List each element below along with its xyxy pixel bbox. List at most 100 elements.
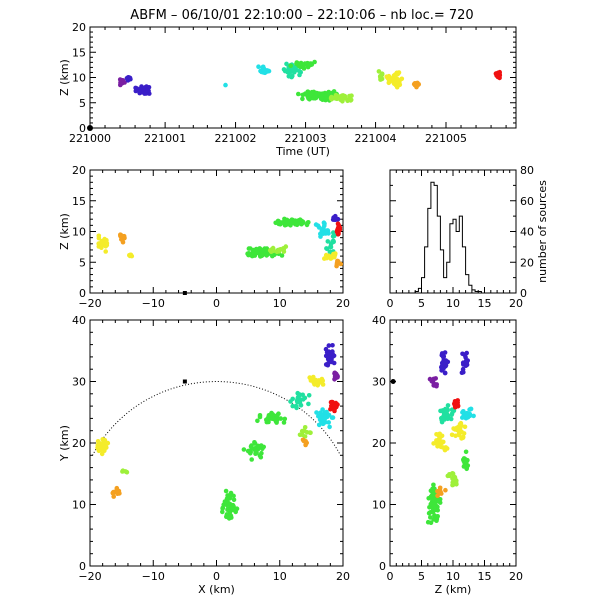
xy-point (295, 399, 300, 405)
time-height-point (288, 63, 294, 69)
xz-point (128, 252, 133, 258)
xy-point (278, 416, 284, 421)
zy-point (429, 489, 435, 494)
zy-point (460, 351, 465, 357)
histogram-panel-xtick-label: 5 (418, 297, 425, 310)
xy-point (246, 449, 251, 454)
xy-point (225, 500, 231, 505)
xz-point (279, 253, 285, 258)
zy-point (460, 366, 466, 372)
time-height-marker (87, 125, 93, 131)
xz-point (289, 220, 295, 226)
zy-point (439, 351, 445, 356)
histogram-panel-xtick-label: 0 (387, 297, 394, 310)
time-height-point (394, 70, 400, 76)
zy-point (463, 363, 469, 368)
time-height-point (497, 75, 502, 81)
xy-point (332, 377, 337, 382)
xy-point (331, 353, 337, 359)
xy-point (302, 425, 308, 430)
xy-point (269, 410, 274, 416)
xz-point (321, 226, 326, 231)
zy-panel-xtick-label: 15 (478, 570, 492, 583)
xy-point (249, 446, 254, 451)
xz-point (324, 246, 329, 251)
xy-point (316, 378, 322, 383)
zy-point (452, 475, 458, 480)
zy-point (464, 350, 470, 356)
zy-marker (390, 379, 396, 384)
time-height-point (497, 69, 503, 75)
time-height-point (329, 94, 334, 100)
xz-point (294, 222, 300, 228)
xy-point (253, 451, 258, 457)
zy-point (442, 370, 448, 376)
xz-point (259, 253, 265, 258)
zy-point (431, 441, 436, 446)
xy-point (332, 370, 338, 376)
time-height-point (324, 91, 329, 96)
zy-point (463, 449, 469, 455)
xy-point (120, 469, 125, 474)
time-height-point (395, 76, 400, 82)
xy-point (308, 378, 314, 383)
time-height-point (305, 89, 311, 94)
time-height-point (294, 61, 299, 66)
xz-panel-ytick-label: 15 (72, 195, 86, 208)
xy-point (326, 420, 332, 425)
xy-point (320, 407, 325, 412)
time-height-panel-xtick-label: 221000 (69, 132, 111, 145)
xz-panel-ylabel: Z (km) (58, 213, 71, 250)
time-height-panel-xtick-label: 221001 (144, 132, 186, 145)
xz-panel-frame (89, 169, 344, 294)
xy-point (326, 412, 332, 418)
zy-point (431, 482, 436, 488)
zy-point (453, 400, 459, 406)
xy-panel-xtick-label: 20 (336, 570, 350, 583)
xz-panel-ytick-label: 10 (72, 226, 86, 239)
time-height-point (300, 96, 305, 102)
xz-point (316, 225, 322, 230)
xy-panel-ylabel: Y (km) (58, 425, 71, 462)
time-height-panel-ylabel: Z (km) (58, 59, 71, 96)
time-height-point (296, 68, 302, 74)
xy-point (320, 382, 326, 387)
xz-panel-xtick-label: 10 (273, 297, 287, 310)
histogram-panel-ytick-label: 40 (520, 226, 534, 239)
time-height-point (390, 77, 395, 83)
xy-point (228, 491, 234, 497)
zy-point (461, 431, 467, 436)
xy-point (111, 494, 116, 499)
xy-panel-ytick-label: 10 (72, 499, 86, 512)
zy-point (460, 415, 465, 420)
time-height-point (298, 63, 303, 68)
zy-point (445, 473, 451, 479)
time-height-point (300, 92, 306, 98)
xz-point (335, 259, 341, 264)
time-height-point (296, 91, 301, 97)
time-height-panel-ytick-label: 20 (72, 21, 86, 34)
xz-point (271, 248, 277, 254)
xy-point (249, 457, 254, 462)
xz-point (253, 246, 259, 252)
histogram-panel-ytick-label: 20 (520, 256, 534, 269)
time-height-point (127, 75, 133, 81)
zy-panel-ytick-label: 10 (372, 499, 386, 512)
xz-point (264, 252, 270, 257)
xz-point (276, 249, 282, 254)
xy-point (223, 488, 229, 494)
xz-point (245, 251, 250, 256)
time-height-panel-ytick-label: 15 (72, 46, 86, 59)
histogram-panel-ylabel: number of sources (536, 180, 549, 283)
time-height-point (260, 64, 266, 70)
zy-panel-xtick-label: 20 (509, 570, 523, 583)
xy-point (294, 404, 299, 409)
xy-point (226, 506, 231, 512)
zy-point (461, 464, 467, 469)
xy-panel-ytick-label: 0 (79, 560, 86, 573)
zy-point (428, 510, 433, 515)
zy-point (428, 501, 434, 507)
xy-panel-xtick-label: 10 (273, 570, 287, 583)
zy-point (434, 383, 439, 389)
xy-point (124, 469, 130, 475)
